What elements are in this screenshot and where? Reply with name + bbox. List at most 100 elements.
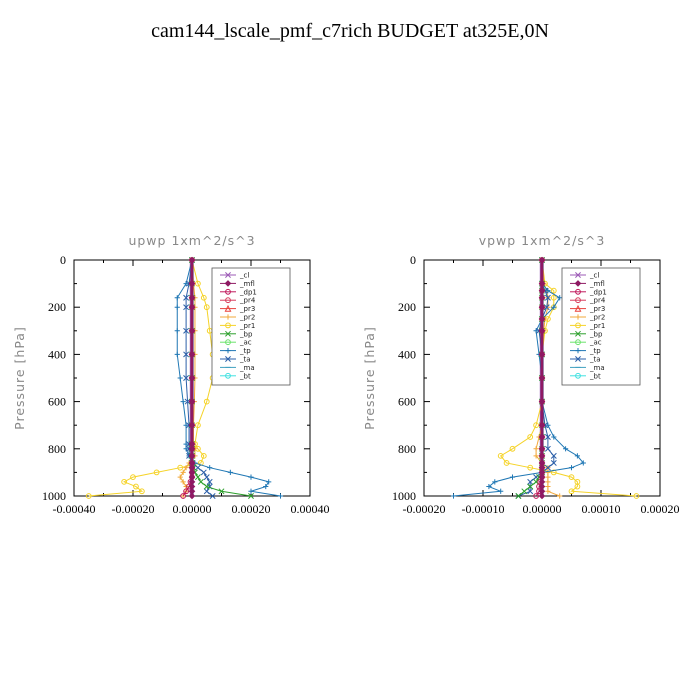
legend-marker-ta: [575, 356, 581, 362]
data-point-ta: [543, 304, 550, 311]
data-point-pr1: [568, 488, 575, 495]
legend-marker-ac: [225, 339, 231, 346]
data-point-pr1: [153, 469, 160, 476]
data-point-mfl: [188, 303, 196, 311]
legend-marker-ac: [575, 339, 581, 346]
data-point-pr2: [533, 446, 539, 452]
legend-label-cl: _cl: [239, 272, 249, 280]
data-point-tp: [563, 446, 569, 452]
data-point-mfl: [188, 398, 196, 405]
legend-label-tp: _tp: [239, 347, 251, 355]
data-point-pr2: [545, 469, 551, 475]
data-point-ta: [550, 460, 557, 466]
data-point-mfl: [538, 327, 546, 335]
legend-label-ac: _ac: [239, 339, 252, 347]
legend-label-pr2: _pr2: [239, 314, 255, 322]
data-point-mfl: [188, 351, 196, 358]
data-point-bp: [515, 493, 522, 499]
x-tick-label: -0.00040: [53, 502, 96, 516]
legend-marker-pr3: [574, 304, 582, 312]
data-point-pr1: [138, 488, 145, 495]
legend-label-pr3: _pr3: [589, 305, 605, 313]
data-point-mfl: [188, 280, 196, 287]
data-point-ta: [527, 488, 534, 495]
data-point-pr1: [533, 422, 539, 429]
data-point-pr1: [497, 452, 504, 459]
data-point-tp: [174, 304, 180, 310]
data-point-tp: [486, 483, 492, 490]
data-point-mfl: [538, 303, 546, 311]
legend-label-pr3: _pr3: [239, 305, 255, 313]
legend: _cl_mfl_dp1_pr4_pr3_pr2_pr1_bp_ac_tp_ta_…: [561, 267, 641, 386]
data-point-pr1: [574, 483, 581, 490]
panel-title: vpwp 1xm^2/s^3: [479, 233, 606, 248]
data-point-ta: [203, 474, 210, 481]
legend-label-ma: _ma: [589, 364, 605, 372]
panel-title: upwp 1xm^2/s^3: [128, 233, 255, 248]
data-point-tp: [177, 375, 183, 381]
data-point-pr1: [85, 493, 92, 499]
legend-label-pr2: _pr2: [589, 314, 605, 322]
legend-label-ta: _ta: [239, 356, 251, 364]
legend-label-tp: _tp: [589, 347, 601, 355]
data-point-pr2: [180, 479, 186, 485]
y-tick-label: 400: [398, 347, 416, 361]
data-point-pr1: [527, 434, 534, 440]
legend-marker-bt: [575, 372, 581, 379]
legend-marker-dp1: [575, 288, 581, 295]
data-point-pr2: [557, 493, 563, 499]
legend-box: [211, 267, 291, 386]
data-point-ta: [203, 488, 210, 495]
data-point-tp: [174, 328, 180, 334]
x-tick-label: 0.00000: [173, 502, 212, 516]
y-tick-label: 1000: [392, 489, 416, 503]
data-point-mfl: [538, 374, 546, 382]
data-point-mfl: [538, 421, 546, 429]
panel-vpwp: vpwp 1xm^2/s^3 Pressure [hPa] 0 200 400 600 80…: [362, 233, 680, 516]
legend-label-bp: _bp: [589, 330, 603, 338]
legend-label-mfl: _mfl: [589, 280, 605, 288]
data-point-tp: [509, 474, 516, 480]
legend-label-ma: _ma: [239, 364, 255, 372]
series-line-pr1: [499, 259, 637, 497]
data-point-ta: [183, 304, 190, 311]
data-point-mfl: [188, 492, 196, 500]
data-point-pr1: [550, 294, 557, 301]
legend-marker-ta: [225, 356, 231, 362]
data-point-pr2: [545, 479, 551, 485]
legend-marker-cl: [575, 272, 581, 278]
data-point-pr2: [183, 483, 189, 490]
data-point-ta: [183, 327, 190, 334]
data-point-ta: [544, 434, 551, 440]
data-point-tp: [551, 304, 557, 310]
legend-label-ac: _ac: [589, 339, 602, 347]
x-tick-label: 0.00010: [582, 502, 621, 516]
data-point-tp: [545, 288, 551, 294]
data-point-bp: [197, 478, 204, 485]
data-point-ta: [527, 478, 534, 485]
y-tick-label: 600: [48, 395, 66, 409]
y-tick-label: 800: [48, 442, 66, 456]
x-tick-label: 0.00020: [232, 502, 271, 516]
series-line-ta: [518, 260, 555, 497]
y-tick-label: 200: [398, 300, 416, 314]
data-point-pr1: [550, 469, 557, 476]
legend-marker-pr2: [575, 314, 581, 320]
data-point-pr1: [509, 445, 516, 452]
data-point-mfl: [538, 492, 546, 500]
data-point-ta: [183, 294, 190, 301]
data-point-ta: [194, 464, 201, 471]
data-point-tp: [248, 488, 254, 494]
data-point-tp: [183, 446, 189, 452]
data-point-tp: [498, 488, 504, 494]
data-point-pr2: [545, 488, 551, 494]
data-point-pr2: [545, 483, 551, 490]
data-point-mfl: [188, 374, 196, 382]
legend-marker-pr3: [224, 304, 232, 312]
y-tick-label: 600: [398, 395, 416, 409]
data-point-pr2: [545, 474, 551, 480]
data-point-tp: [227, 469, 233, 475]
legend-label-pr4: _pr4: [239, 297, 256, 305]
legend-marker-cl: [225, 272, 231, 278]
